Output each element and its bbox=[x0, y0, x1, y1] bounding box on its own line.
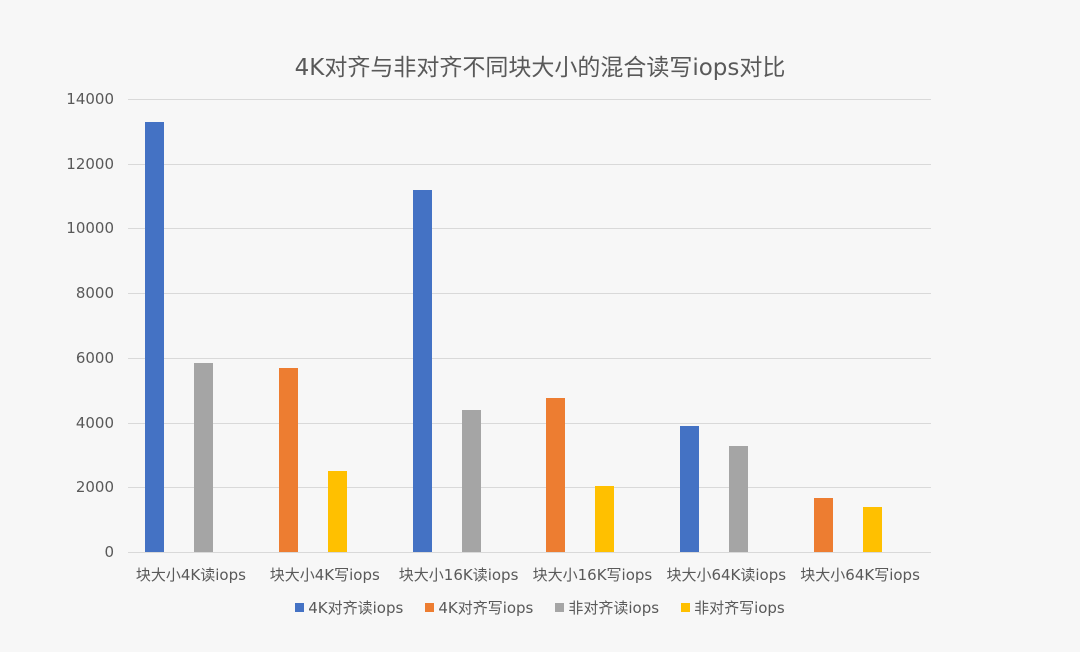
y-tick-label: 0 bbox=[104, 543, 114, 561]
legend: 4K对齐读iops 4K对齐写iops 非对齐读iops 非对齐写iops bbox=[0, 597, 1080, 618]
bar bbox=[327, 471, 347, 552]
legend-swatch-icon bbox=[295, 603, 305, 612]
legend-label: 4K对齐写iops bbox=[438, 599, 534, 617]
gridline bbox=[128, 357, 931, 359]
legend-item: 非对齐读iops bbox=[555, 597, 659, 618]
legend-label: 非对齐写iops bbox=[694, 599, 785, 617]
gridline bbox=[128, 99, 931, 100]
bar bbox=[863, 507, 883, 552]
bar bbox=[595, 486, 615, 552]
legend-item: 非对齐写iops bbox=[681, 597, 785, 618]
x-tick-label: 块大小16K读iops bbox=[398, 566, 519, 584]
chart-title: 4K对齐与非对齐不同块大小的混合读写iops对比 bbox=[294, 55, 786, 81]
bar bbox=[680, 426, 700, 552]
bar bbox=[546, 397, 566, 552]
gridline bbox=[128, 487, 931, 489]
x-tick-label: 块大小64K写iops bbox=[800, 566, 920, 584]
y-tick-label: 6000 bbox=[75, 348, 114, 367]
bar bbox=[461, 409, 481, 552]
gridline bbox=[128, 163, 931, 165]
gridline bbox=[128, 552, 931, 553]
bar bbox=[278, 367, 298, 552]
y-tick-label: 14000 bbox=[66, 90, 114, 108]
x-tick-label: 块大小4K写iops bbox=[269, 566, 380, 584]
legend-swatch-icon bbox=[555, 603, 565, 612]
y-tick-label: 2000 bbox=[75, 478, 114, 497]
y-tick-label: 10000 bbox=[66, 219, 114, 238]
plot-area bbox=[128, 99, 931, 553]
legend-swatch-icon bbox=[425, 603, 435, 612]
x-tick-label: 块大小64K读iops bbox=[666, 566, 787, 584]
bar bbox=[412, 189, 432, 552]
legend-label: 4K对齐读iops bbox=[308, 599, 404, 617]
bar bbox=[814, 497, 834, 552]
x-tick-label: 块大小16K写iops bbox=[532, 566, 653, 584]
legend-item: 4K对齐写iops bbox=[425, 597, 533, 618]
y-tick-label: 12000 bbox=[66, 154, 114, 173]
bar bbox=[144, 121, 164, 552]
gridline bbox=[128, 422, 931, 424]
legend-swatch-icon bbox=[681, 603, 691, 612]
gridline bbox=[128, 228, 931, 230]
legend-label: 非对齐读iops bbox=[568, 599, 660, 617]
y-tick-label: 4000 bbox=[75, 413, 114, 432]
gridline bbox=[128, 293, 931, 295]
x-tick-label: 块大小4K读iops bbox=[135, 566, 246, 584]
legend-item: 4K对齐读iops bbox=[295, 597, 403, 618]
bar bbox=[729, 445, 749, 552]
bar bbox=[193, 363, 213, 552]
y-tick-label: 8000 bbox=[75, 284, 114, 303]
